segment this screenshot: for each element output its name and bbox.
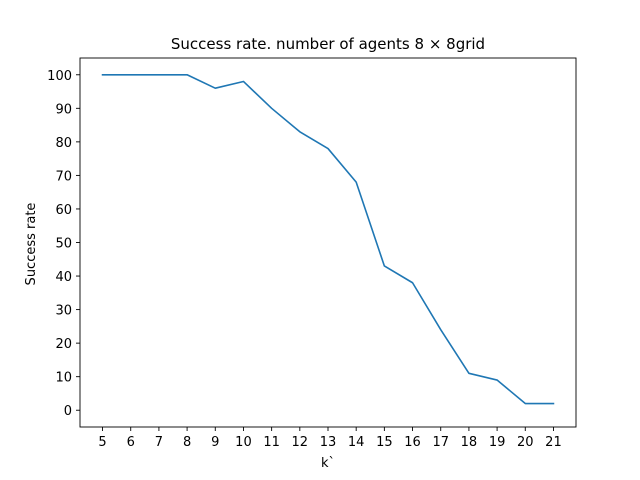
x-tick-label: 9 [211,435,219,450]
y-tick-label: 40 [55,270,72,285]
x-tick-label: 7 [155,435,163,450]
axis-ticks: 5 6 7 8 9 10 11 12 13 14 15 16 17 18 19 20 21 0 10 20 30 40 50… [47,69,562,450]
x-tick-label: 19 [489,435,506,450]
x-tick-label: 8 [183,435,191,450]
x-tick-label: 11 [263,435,280,450]
y-tick-label: 100 [47,69,72,84]
y-tick-label: 70 [55,169,72,184]
x-tick-label: 14 [348,435,365,450]
x-tick-label: 18 [461,435,478,450]
y-tick-label: 60 [55,203,72,218]
series-line-0 [101,73,555,405]
x-tick-label: 15 [376,435,393,450]
y-tick-label: 80 [55,136,72,151]
y-tick-label: 10 [55,371,72,386]
y-tick-label: 0 [64,404,72,419]
x-tick-label: 21 [545,435,562,450]
y-axis-title: Success rate [24,203,39,286]
y-tick-label: 90 [55,102,72,117]
x-tick-label: 6 [127,435,135,450]
x-tick-label: 20 [517,435,534,450]
x-tick-label: 17 [432,435,449,450]
chart-title: Success rate. number of agents 8 × 8grid [171,35,485,53]
x-tick-label: 5 [98,435,106,450]
x-tick-label: 12 [292,435,309,450]
x-axis-title: k` [321,456,335,471]
x-tick-label: 13 [320,435,337,450]
y-tick-label: 50 [55,237,72,252]
x-tick-label: 16 [404,435,421,450]
y-tick-label: 30 [55,304,72,319]
y-tick-label: 20 [55,337,72,352]
x-tick-label: 10 [235,435,252,450]
